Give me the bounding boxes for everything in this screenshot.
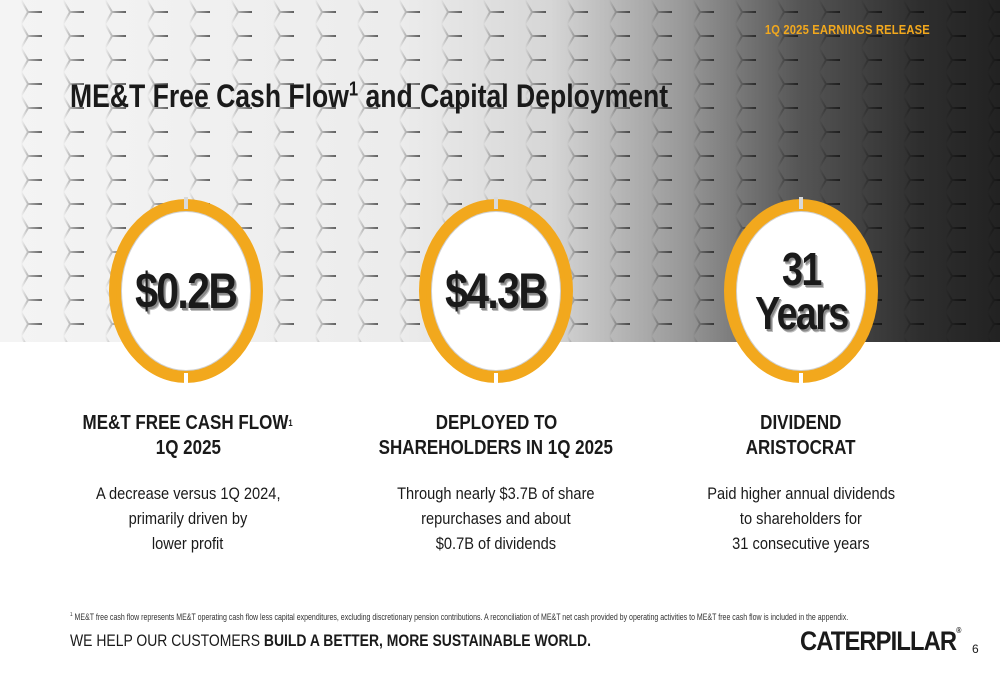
caterpillar-logo: CATERPILLAR® — [800, 626, 961, 656]
dividend-aristocrat-heading: DIVIDEND ARISTOCRAT — [746, 412, 856, 459]
shareholder-deployment-heading: DEPLOYED TO SHAREHOLDERS IN 1Q 2025 — [378, 412, 614, 459]
free-cash-flow-value: $0.2B — [135, 263, 238, 319]
free-cash-flow-heading: ME&T FREE CASH FLOW1 1Q 2025 — [82, 412, 294, 459]
dividend-years-value: 31 Years — [754, 243, 849, 339]
free-cash-flow-description: A decrease versus 1Q 2024, primarily dri… — [95, 484, 281, 553]
page-number: 6 — [972, 642, 979, 656]
shareholder-deployment-value: $4.3B — [445, 263, 548, 319]
free-cash-flow-badge: $0.2B — [109, 197, 263, 385]
footnote: 1 ME&T free cash flow represents ME&T op… — [70, 612, 849, 622]
shareholder-deployment-description: Through nearly $3.7B of share repurchase… — [397, 484, 595, 553]
dividend-aristocrat-badge: 31 Years — [724, 197, 878, 385]
page-title: ME&T Free Cash Flow1 and Capital Deploym… — [70, 78, 669, 114]
dividend-aristocrat-description: Paid higher annual dividends to sharehol… — [707, 484, 895, 553]
earnings-release-label: 1Q 2025 EARNINGS RELEASE — [764, 22, 930, 37]
tagline: WE HELP OUR CUSTOMERS BUILD A BETTER, MO… — [70, 631, 591, 650]
shareholder-deployment-badge: $4.3B — [419, 197, 573, 385]
